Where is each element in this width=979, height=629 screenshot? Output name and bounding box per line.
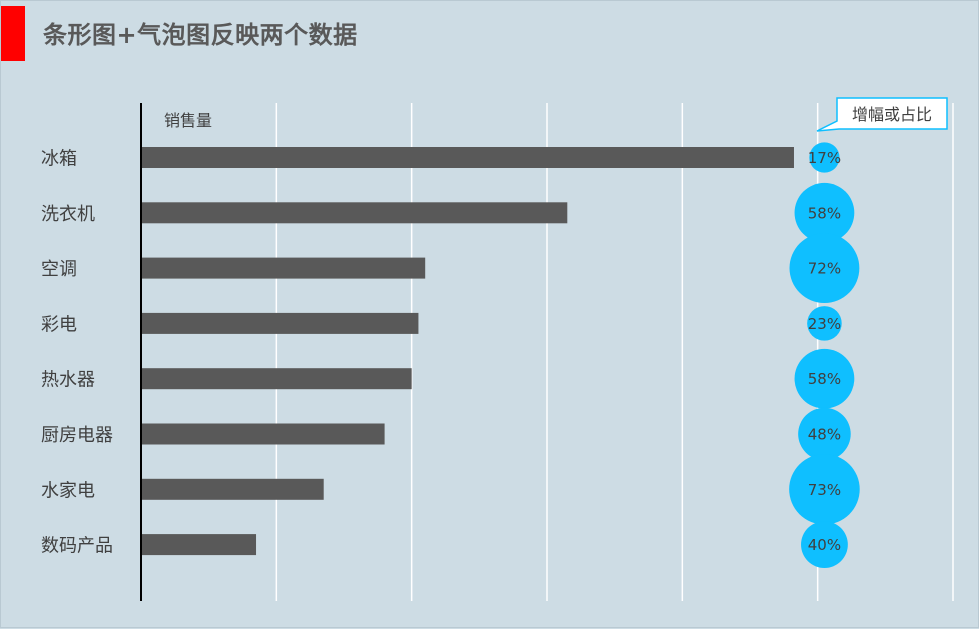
bubble-label: 40% — [808, 536, 841, 554]
bubble-label: 17% — [808, 149, 841, 167]
category-label: 洗衣机 — [41, 204, 95, 225]
bar — [142, 423, 385, 445]
category-label: 空调 — [41, 259, 77, 280]
bubble-label: 73% — [808, 481, 841, 499]
bubble — [794, 348, 855, 409]
bar — [142, 368, 412, 390]
bubble-label: 48% — [808, 426, 841, 444]
bubble — [798, 407, 851, 461]
bar — [142, 478, 324, 500]
callout-box — [816, 97, 948, 132]
callout-text: 增幅或占比 — [852, 105, 932, 124]
bar — [142, 534, 257, 556]
category-label: 水家电 — [41, 480, 95, 501]
bar — [142, 257, 426, 279]
bar — [142, 147, 794, 168]
bubble-label: 23% — [808, 315, 841, 333]
category-label: 数码产品 — [41, 536, 113, 557]
category-label: 热水器 — [41, 370, 95, 391]
category-label: 彩电 — [41, 314, 77, 335]
category-label: 厨房电器 — [41, 425, 113, 446]
title-accent-bar — [1, 6, 25, 61]
bubble — [789, 454, 860, 525]
bar — [142, 202, 568, 224]
bubble — [801, 521, 848, 568]
bubble-label: 72% — [808, 260, 841, 278]
bar-series-label: 销售量 — [164, 111, 212, 130]
bubble-label: 58% — [808, 204, 841, 222]
bar — [142, 312, 419, 334]
bubble — [809, 142, 840, 173]
bubble-label: 58% — [808, 370, 841, 388]
bubble — [807, 306, 842, 341]
bubble — [794, 182, 855, 243]
chart-title: 条形图+气泡图反映两个数据 — [43, 21, 358, 49]
callout: 增幅或占比 — [816, 97, 948, 132]
category-label: 冰箱 — [41, 149, 77, 170]
bubble — [789, 233, 860, 304]
